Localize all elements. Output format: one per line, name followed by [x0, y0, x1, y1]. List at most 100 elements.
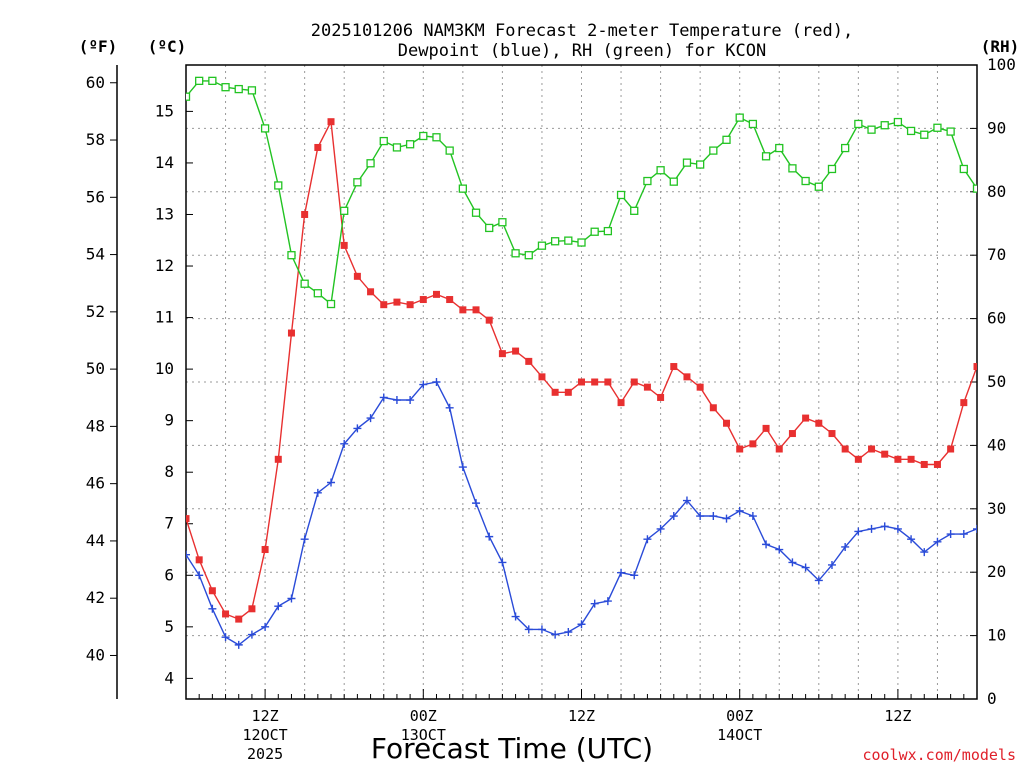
rh-point	[208, 76, 217, 85]
rh-point	[709, 146, 718, 155]
2-meter-temperature-point	[327, 118, 335, 126]
dewpoint-point	[880, 522, 889, 531]
rh-point	[498, 218, 507, 227]
2-meter-temperature-point	[788, 430, 796, 438]
celsius-tick-label: 13	[155, 204, 174, 223]
2-meter-temperature-point	[393, 298, 401, 306]
rh-point	[972, 184, 977, 193]
rh-point	[221, 83, 230, 92]
x-tick-date: 14OCT	[717, 726, 762, 744]
fahrenheit-tick-label: 40	[86, 645, 105, 664]
2-meter-temperature-point	[749, 440, 757, 448]
2-meter-temperature-point	[683, 373, 691, 381]
2-meter-temperature-point	[301, 210, 309, 218]
2-meter-temperature-point	[709, 404, 717, 412]
x-tick-label: 00Z	[410, 707, 437, 725]
fahrenheit-unit-label: (ºF)	[79, 37, 118, 56]
2-meter-temperature-point	[432, 290, 440, 298]
x-tick-label: 12Z	[252, 707, 279, 725]
x-tick-date: 12OCT	[243, 726, 288, 744]
dewpoint-point	[775, 545, 784, 554]
rh-tick-label: 10	[987, 626, 1006, 645]
dewpoint-point	[907, 535, 916, 544]
dewpoint-point	[762, 540, 771, 549]
dewpoint-point	[920, 548, 929, 557]
fahrenheit-tick-label: 42	[86, 588, 105, 607]
rh-point	[748, 119, 758, 129]
rh-point	[854, 119, 863, 129]
rh-point	[920, 130, 929, 139]
fahrenheit-tick-label: 46	[86, 474, 105, 493]
2-meter-temperature-point	[380, 301, 388, 309]
dewpoint-point	[432, 378, 441, 386]
rh-point	[933, 123, 942, 132]
rh-point	[326, 299, 336, 309]
rh-tick-label: 0	[987, 689, 997, 708]
chart-title-line1: 2025101206 NAM3KM Forecast 2-meter Tempe…	[311, 21, 853, 41]
2-meter-temperature-point	[551, 388, 559, 396]
dewpoint-point	[274, 602, 283, 611]
dewpoint-point	[419, 380, 428, 389]
rh-point	[392, 143, 402, 152]
celsius-tick-label: 12	[155, 256, 174, 275]
rh-point	[432, 133, 441, 142]
2-meter-temperature-point	[907, 455, 915, 463]
2-meter-temperature-point	[564, 388, 572, 396]
2-meter-temperature-point	[868, 445, 876, 453]
2-meter-temperature-point	[314, 143, 322, 151]
rh-point	[669, 177, 678, 186]
rh-point	[537, 241, 547, 250]
2-meter-temperature-point	[881, 450, 889, 458]
dewpoint-point	[485, 532, 494, 541]
dewpoint-point	[933, 537, 942, 546]
rh-point	[247, 86, 257, 95]
2-meter-temperature-point	[854, 455, 862, 463]
2-meter-temperature-point	[736, 445, 744, 453]
2-meter-temperature-point	[340, 241, 348, 249]
x-axis-title: Forecast Time (UTC)	[371, 732, 653, 765]
rh-point	[735, 113, 744, 122]
rh-point	[827, 164, 837, 174]
fahrenheit-tick-label: 50	[86, 359, 105, 378]
2-meter-temperature-point	[670, 363, 678, 371]
2-meter-temperature-point	[195, 556, 203, 564]
rh-point	[379, 136, 388, 146]
rh-point	[511, 249, 520, 258]
dewpoint-point	[788, 558, 797, 567]
dewpoint-point	[643, 535, 652, 544]
rh-point	[788, 164, 797, 173]
2-meter-temperature-point	[419, 296, 427, 304]
rh-tick-label: 60	[987, 309, 1006, 328]
x-tick-year: 2025	[247, 745, 283, 763]
2-meter-temperature-point	[894, 455, 902, 463]
rh-point	[880, 121, 889, 130]
tick-labels: 4567891011121314154042444648505254565860…	[86, 55, 1016, 763]
dewpoint-point	[340, 439, 349, 448]
fahrenheit-tick-label: 58	[86, 130, 105, 149]
2-meter-temperature-point	[235, 615, 243, 623]
dewpoint-point	[854, 527, 863, 536]
2-meter-temperature-point	[446, 296, 454, 304]
celsius-tick-label: 7	[164, 514, 174, 533]
dewpoint-point	[682, 496, 691, 505]
dewpoint-point	[195, 571, 204, 580]
2-meter-temperature-point	[617, 399, 625, 407]
rh-point	[906, 126, 916, 136]
dewpoint-point	[186, 550, 190, 559]
rh-tick-label: 100	[987, 55, 1016, 74]
dewpoint-point	[590, 599, 599, 608]
2-meter-temperature-point	[498, 350, 506, 358]
dewpoint-point	[261, 622, 270, 631]
2-meter-temperature-point	[815, 419, 823, 427]
2-meter-temperature-point	[208, 587, 216, 595]
celsius-tick-label: 5	[164, 617, 174, 636]
rh-point	[577, 238, 586, 247]
2-meter-temperature-point	[222, 610, 230, 618]
credit-text[interactable]: coolwx.com/models	[862, 746, 1016, 764]
fahrenheit-tick-label: 52	[86, 302, 105, 321]
dewpoint-point	[893, 524, 902, 533]
2-meter-temperature-line	[186, 119, 977, 620]
rh-tick-label: 70	[987, 245, 1006, 264]
2-meter-temperature-point	[828, 430, 836, 438]
rh-point	[419, 131, 428, 141]
